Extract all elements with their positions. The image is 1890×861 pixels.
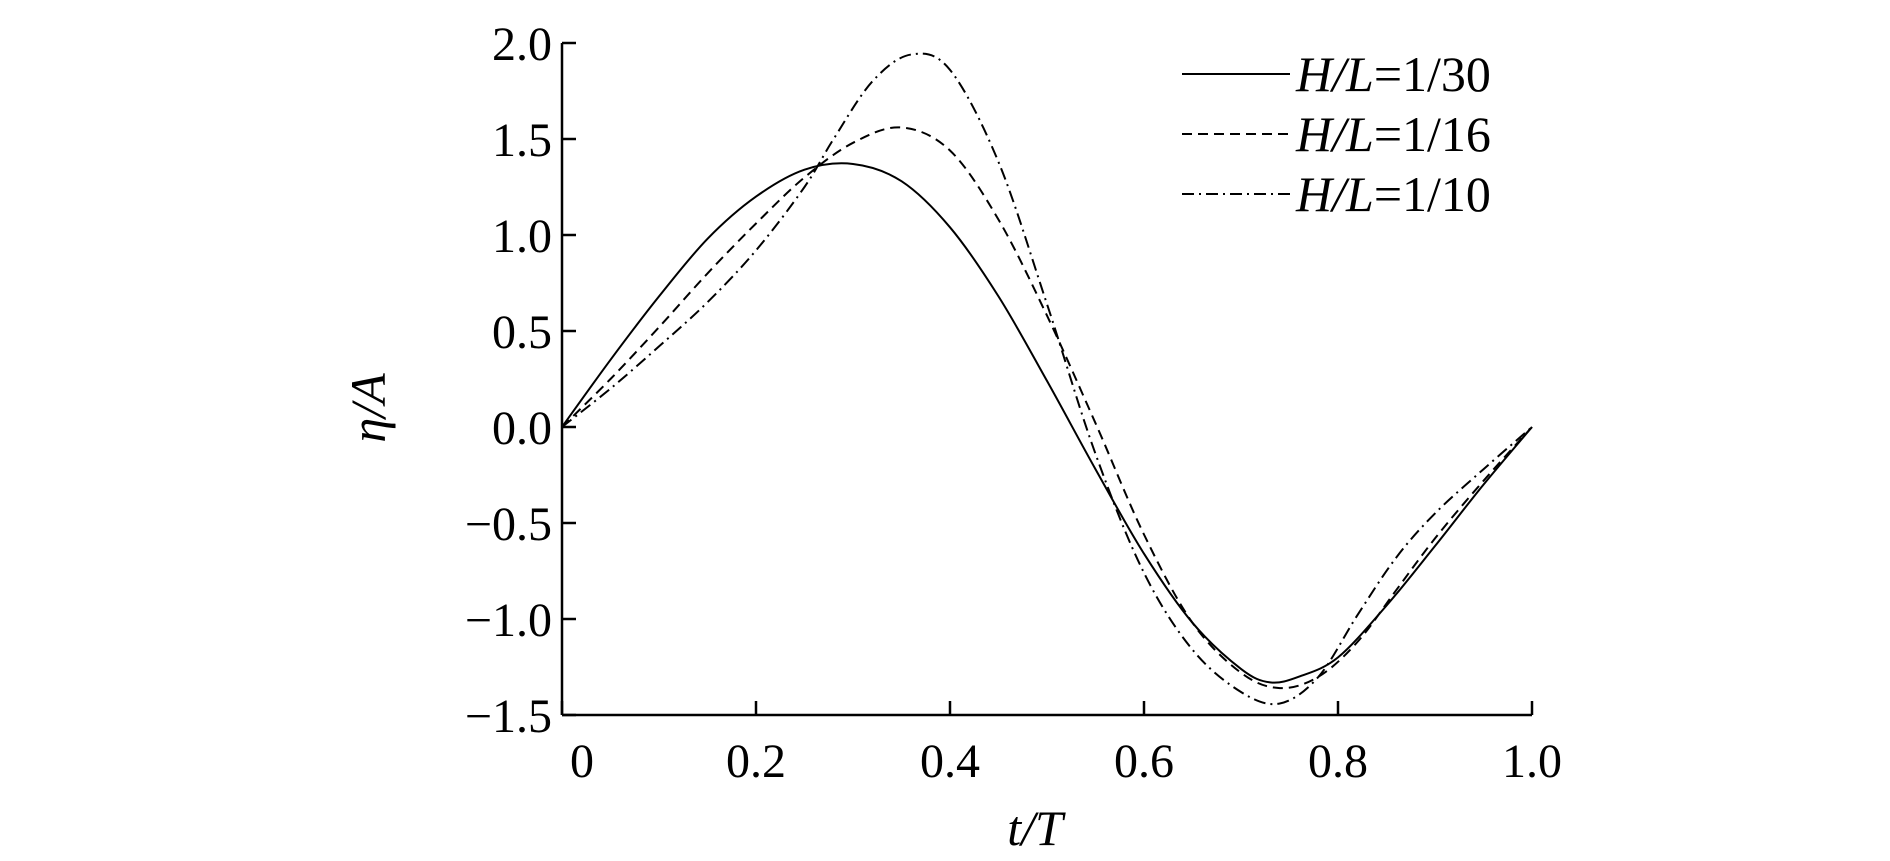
series-line-3 bbox=[561, 52, 1533, 706]
y-tick-label: −1.0 bbox=[465, 594, 552, 647]
y-tick-label: 1.5 bbox=[492, 114, 552, 167]
x-tick-label: 1.0 bbox=[1502, 735, 1562, 788]
series-line-2 bbox=[561, 126, 1533, 690]
axes bbox=[560, 43, 1532, 717]
y-tick-label: −1.5 bbox=[465, 690, 552, 743]
legend-label-variable: H/L bbox=[1295, 166, 1374, 222]
y-tick-label: 1.0 bbox=[492, 210, 552, 263]
x-tick-label: 0.2 bbox=[726, 735, 786, 788]
x-ticks: 0 0.2 0.4 0.6 0.8 1.0 bbox=[560, 701, 1562, 788]
legend-label-value: =1/16 bbox=[1374, 106, 1491, 162]
x-tick-label: 0 bbox=[570, 735, 594, 788]
y-tick-label: 0.0 bbox=[492, 402, 552, 455]
series-group bbox=[561, 52, 1533, 706]
x-tick-label: 0.8 bbox=[1308, 735, 1368, 788]
legend-label-variable: H/L bbox=[1295, 106, 1374, 162]
legend-label-value: =1/30 bbox=[1374, 46, 1491, 102]
series-line-1 bbox=[561, 162, 1533, 684]
legend-label-3: H/L=1/10 bbox=[1295, 166, 1491, 222]
y-ticks: 2.0 1.5 1.0 0.5 0.0 −0.5 −1.0 −1.5 bbox=[465, 18, 576, 743]
legend: H/L=1/30H/L=1/16H/L=1/10 bbox=[1182, 46, 1491, 222]
x-tick-label: 0.4 bbox=[920, 735, 980, 788]
x-tick-label: 0.6 bbox=[1114, 735, 1174, 788]
y-axis-label: η/A bbox=[340, 373, 396, 443]
legend-label-1: H/L=1/30 bbox=[1295, 46, 1491, 102]
legend-label-value: =1/10 bbox=[1374, 166, 1491, 222]
y-tick-label: 0.5 bbox=[492, 306, 552, 359]
x-axis-label: t/T bbox=[1007, 800, 1066, 856]
legend-label-variable: H/L bbox=[1295, 46, 1374, 102]
y-tick-label: 2.0 bbox=[492, 18, 552, 71]
legend-label-2: H/L=1/16 bbox=[1295, 106, 1491, 162]
y-tick-label: −0.5 bbox=[465, 498, 552, 551]
